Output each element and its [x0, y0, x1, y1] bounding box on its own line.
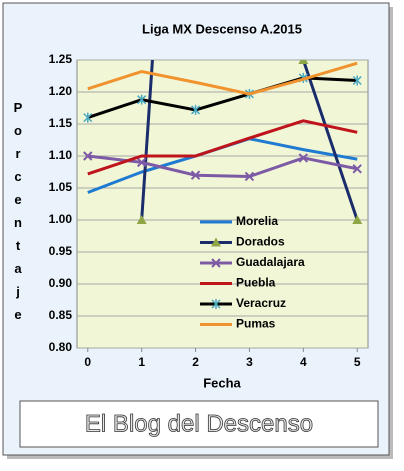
legend-label: Veracruz	[236, 296, 286, 310]
x-tick-label: 4	[300, 355, 307, 369]
y-tick-label: 0.95	[49, 244, 73, 258]
marker	[211, 258, 221, 268]
legend-label: Guadalajara	[236, 255, 305, 269]
series-line	[87, 76, 358, 120]
legend-label: Morelia	[236, 214, 278, 228]
footer-box	[19, 400, 379, 448]
marker	[83, 112, 93, 123]
legend-label: Puebla	[236, 276, 276, 290]
legend-label: Dorados	[236, 235, 285, 249]
x-tick-label: 3	[246, 355, 253, 369]
y-tick-label: 0.90	[49, 276, 73, 290]
x-tick-label: 2	[192, 355, 199, 369]
y-tick-label: 0.85	[49, 308, 73, 322]
y-tick-label: 1.10	[49, 148, 73, 162]
marker	[244, 171, 255, 182]
marker	[352, 164, 362, 174]
marker	[136, 157, 147, 168]
marker	[211, 237, 221, 247]
series-line	[87, 61, 358, 96]
series-line	[140, 60, 359, 221]
marker	[352, 75, 362, 86]
marker	[137, 94, 147, 105]
marker	[298, 60, 309, 64]
y-tick-label: 0.80	[49, 340, 73, 354]
y-tick-label: 1.20	[49, 84, 73, 98]
x-tick-label: 0	[84, 355, 91, 369]
y-tick-label: 1.00	[49, 212, 73, 226]
y-axis-label: Porcentaje	[11, 100, 26, 330]
legend-label: Pumas	[236, 317, 276, 331]
marker	[136, 215, 147, 224]
x-tick-label: 5	[354, 355, 361, 369]
marker	[190, 170, 201, 180]
marker	[211, 299, 221, 309]
marker	[298, 153, 309, 163]
marker	[83, 151, 93, 161]
y-tick-label: 1.15	[49, 116, 73, 130]
x-tick-label: 1	[138, 355, 145, 369]
chart-title: Liga MX Descenso A.2015	[142, 21, 302, 36]
series-line	[87, 119, 358, 176]
series-layer	[83, 60, 363, 224]
y-tick-label: 1.25	[49, 52, 73, 66]
marker	[191, 104, 201, 115]
series-line	[87, 154, 358, 178]
footer-text: El Blog del Descenso	[85, 410, 313, 437]
marker	[352, 215, 363, 224]
y-tick-label: 1.05	[49, 180, 73, 194]
x-axis-label: Fecha	[203, 375, 241, 390]
